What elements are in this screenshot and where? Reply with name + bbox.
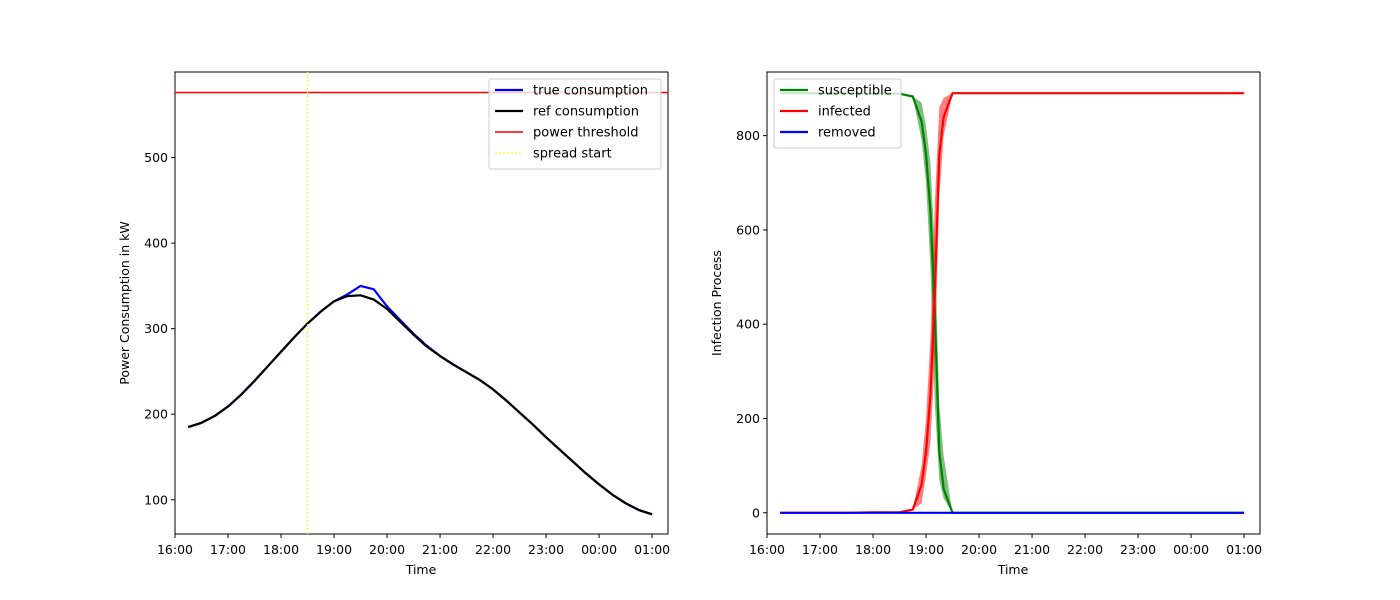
x-tick-label: 22:00 bbox=[1067, 542, 1103, 557]
x-axis-label: Time bbox=[997, 562, 1029, 577]
legend-label: true consumption bbox=[533, 84, 648, 99]
y-tick-label: 500 bbox=[144, 150, 168, 165]
plot-area-frame bbox=[766, 71, 1261, 535]
x-tick-label: 20:00 bbox=[369, 542, 405, 557]
legend-label: power threshold bbox=[533, 126, 639, 141]
x-tick-label: 16:00 bbox=[157, 542, 193, 557]
legend-frame bbox=[773, 78, 902, 149]
y-tick-label: 0 bbox=[752, 505, 760, 520]
y-tick-label: 400 bbox=[144, 236, 168, 251]
plot-area-frame bbox=[174, 71, 669, 535]
x-tick-label: 22:00 bbox=[475, 542, 511, 557]
legend-label: spread start bbox=[533, 147, 612, 162]
x-tick-label: 01:00 bbox=[634, 542, 670, 557]
y-tick-label: 300 bbox=[144, 321, 168, 336]
y-tick-label: 800 bbox=[736, 128, 760, 143]
y-tick-label: 200 bbox=[736, 411, 760, 426]
x-axis-label: Time bbox=[405, 562, 437, 577]
legend-label: removed bbox=[818, 126, 876, 141]
x-tick-label: 17:00 bbox=[802, 542, 838, 557]
x-tick-label: 20:00 bbox=[961, 542, 997, 557]
x-tick-label: 19:00 bbox=[908, 542, 944, 557]
legend: susceptible infected removed bbox=[773, 78, 902, 149]
legend: true consumption ref consumption power thr… bbox=[488, 78, 662, 170]
y-axis-label: Power Consumption in kW bbox=[117, 221, 132, 385]
x-tick-label: 21:00 bbox=[422, 542, 458, 557]
x-tick-label: 16:00 bbox=[749, 542, 785, 557]
power-consumption-chart: 16:00 17:00 18:00 19:00 20:00 21:00 22:00 23:00… bbox=[117, 71, 670, 577]
x-tick-label: 23:00 bbox=[1120, 542, 1156, 557]
legend-frame bbox=[488, 78, 662, 170]
legend-label: ref consumption bbox=[533, 105, 639, 120]
x-tick-label: 21:00 bbox=[1014, 542, 1050, 557]
infection-process-chart: 16:00 17:00 18:00 19:00 20:00 21:00 22:00 23:00… bbox=[709, 71, 1262, 577]
legend-label: susceptible bbox=[818, 84, 892, 99]
x-tick-label: 18:00 bbox=[263, 542, 299, 557]
x-tick-label: 23:00 bbox=[528, 542, 564, 557]
y-tick-label: 600 bbox=[736, 222, 760, 237]
x-tick-label: 18:00 bbox=[855, 542, 891, 557]
y-tick-label: 100 bbox=[144, 492, 168, 507]
legend-label: infected bbox=[818, 105, 871, 120]
x-tick-label: 01:00 bbox=[1226, 542, 1262, 557]
x-tick-label: 00:00 bbox=[1173, 542, 1209, 557]
series-ref-consumption bbox=[187, 294, 653, 516]
y-axis-label: Infection Process bbox=[709, 250, 724, 356]
x-tick-label: 00:00 bbox=[581, 542, 617, 557]
x-tick-label: 17:00 bbox=[210, 542, 246, 557]
y-tick-label: 200 bbox=[144, 407, 168, 422]
y-tick-label: 400 bbox=[736, 317, 760, 332]
x-tick-label: 19:00 bbox=[316, 542, 352, 557]
